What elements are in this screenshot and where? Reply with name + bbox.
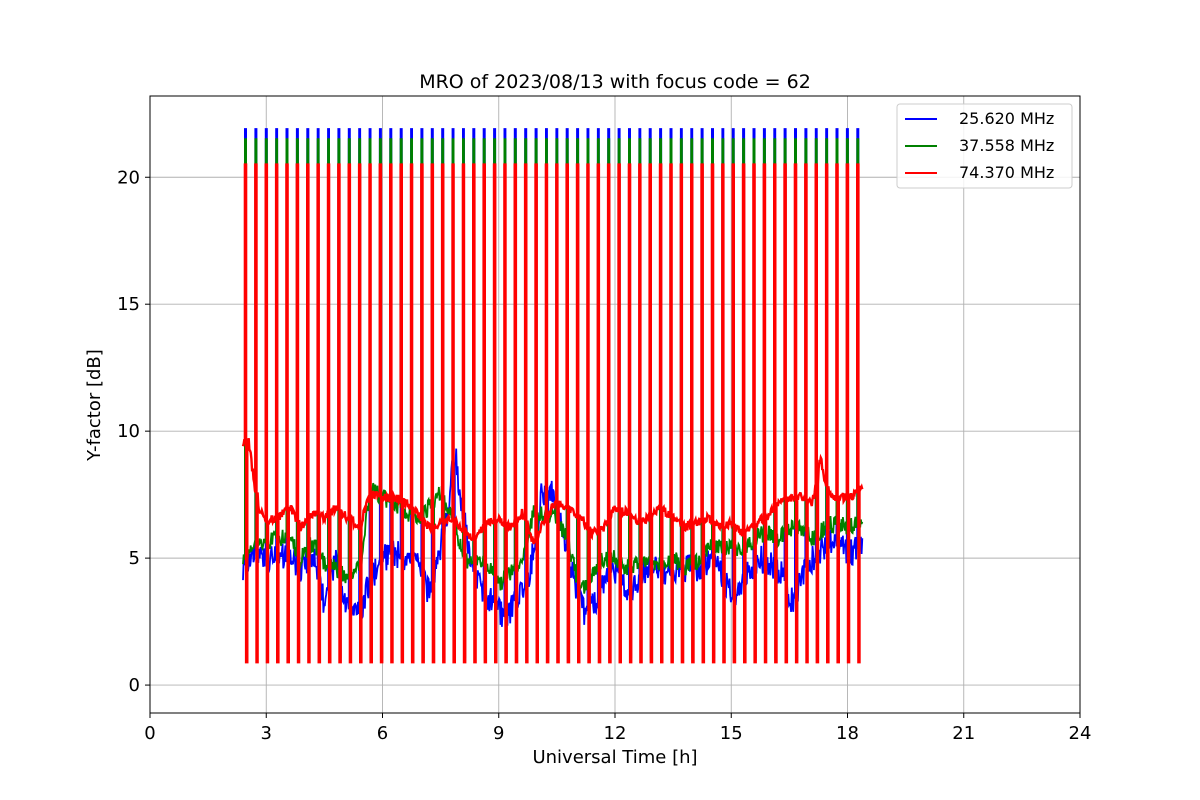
x-tick-label: 6 <box>377 723 388 744</box>
y-tick-label: 0 <box>129 675 140 696</box>
legend-box <box>896 103 1073 189</box>
y-axis-label: Y-factor [dB] <box>84 349 105 462</box>
series-line-1 <box>242 128 864 661</box>
x-tick-label: 21 <box>952 723 975 744</box>
y-tick-label: 20 <box>117 167 140 188</box>
x-tick-label: 24 <box>1069 723 1092 744</box>
legend-label: 37.558 MHz <box>959 136 1054 155</box>
series-line-2 <box>242 138 864 658</box>
y-tick-label: 10 <box>117 421 140 442</box>
chart-title: MRO of 2023/08/13 with focus code = 62 <box>419 71 811 93</box>
axes-ticks: 0 3 6 9 12 15 18 21 24 0 5 10 15 20 <box>117 167 1091 744</box>
y-tick-label: 15 <box>117 294 140 315</box>
x-tick-label: 9 <box>493 723 504 744</box>
series-line-3 <box>241 163 864 664</box>
x-axis-label: Universal Time [h] <box>532 747 697 768</box>
x-tick-label: 0 <box>144 723 155 744</box>
plot-area <box>241 128 864 664</box>
legend-label: 74.370 MHz <box>959 163 1054 182</box>
x-tick-label: 3 <box>261 723 272 744</box>
legend: 25.620 MHz 37.558 MHz 74.370 MHz <box>896 103 1073 189</box>
x-tick-label: 15 <box>720 723 743 744</box>
y-tick-label: 5 <box>129 548 140 569</box>
x-tick-label: 18 <box>836 723 859 744</box>
legend-label: 25.620 MHz <box>959 109 1054 128</box>
x-tick-label: 12 <box>604 723 627 744</box>
